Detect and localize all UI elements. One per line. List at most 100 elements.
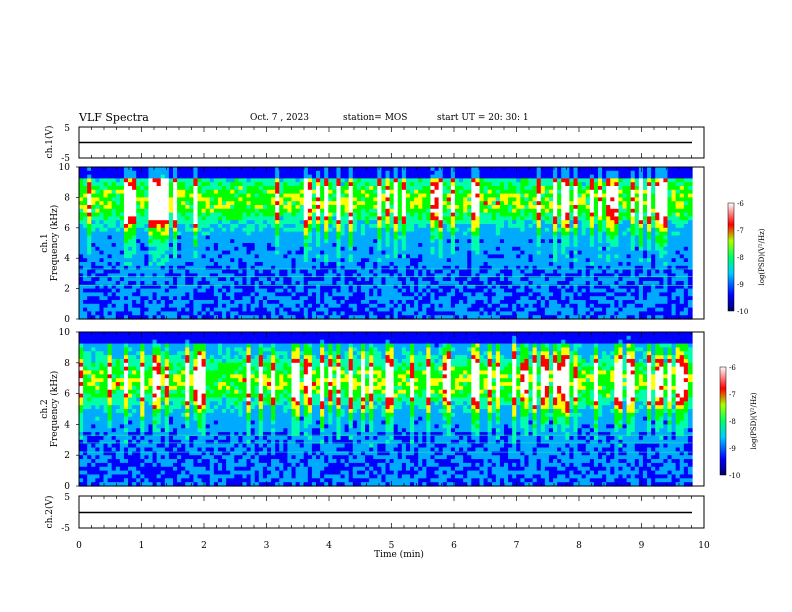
spectrogram-cell	[561, 197, 566, 202]
spectrogram-cell	[336, 303, 342, 309]
spectrogram-cell	[222, 246, 227, 252]
spectrogram-cell	[201, 254, 207, 259]
spectrogram-cell	[95, 292, 101, 297]
spectrogram-cell	[389, 197, 395, 202]
spectrogram-cell	[226, 250, 231, 255]
spectrogram-cell	[360, 246, 366, 252]
spectrogram-cell	[393, 296, 399, 301]
spectrogram-cell	[95, 197, 101, 202]
spectrogram-cell	[197, 239, 203, 244]
spectrogram-cell	[454, 208, 460, 214]
spectrogram-cell	[324, 167, 329, 172]
spectrogram-cell	[226, 239, 231, 244]
spectrogram-cell	[414, 235, 419, 240]
spectrogram-cell	[172, 178, 178, 183]
spectrogram-cell	[516, 246, 521, 252]
spectrogram-cell	[557, 239, 562, 244]
spectrogram-cell	[348, 220, 354, 225]
spectrogram-cell	[230, 182, 235, 187]
spectrogram-cell	[536, 277, 542, 282]
spectrogram-cell	[557, 277, 562, 282]
spectrogram-cell	[258, 292, 264, 297]
spectrogram-cell	[389, 277, 395, 282]
spectrogram-cell	[397, 212, 403, 217]
spectrogram-cell	[164, 189, 170, 195]
spectrogram-cell	[418, 265, 423, 271]
spectrogram-cell	[275, 239, 280, 244]
spectrogram-cell	[283, 265, 289, 271]
spectrogram-cell	[152, 303, 158, 309]
spectrogram-cell	[287, 292, 293, 297]
spectrogram-cell	[279, 212, 284, 217]
spectrogram-cell	[234, 296, 239, 301]
spectrogram-cell	[144, 201, 150, 206]
spectrogram-cell	[307, 300, 313, 305]
spectrogram-cell	[230, 189, 235, 195]
spectrogram-cell	[217, 243, 223, 248]
spectrogram-cell	[524, 311, 530, 316]
spectrogram-cell	[177, 273, 182, 278]
spectrogram-cell	[487, 167, 493, 172]
spectrogram-cell	[172, 281, 178, 286]
spectrogram-cell	[311, 284, 317, 290]
spectrogram-cell	[381, 170, 387, 176]
spectrogram-cell	[79, 262, 84, 267]
spectrogram-cell	[164, 197, 170, 202]
spectrogram-cell	[324, 243, 329, 248]
spectrogram-cell	[397, 186, 403, 191]
spectrogram-cell	[299, 182, 305, 187]
spectrogram-cell	[177, 269, 182, 274]
spectrogram-cell	[426, 186, 432, 191]
spectrogram-cell	[107, 167, 113, 172]
spectrogram-cell	[483, 193, 489, 198]
spectrogram-cell	[340, 201, 346, 206]
spectrogram-cell	[495, 254, 501, 259]
spectrogram-cell	[87, 277, 92, 282]
spectrogram-cell	[467, 186, 472, 191]
spectrogram-cell	[348, 170, 354, 176]
spectrogram-cell	[528, 170, 534, 176]
spectrogram-cell	[467, 311, 472, 316]
spectrogram-cell	[381, 224, 387, 229]
spectrogram-cell	[516, 216, 521, 221]
spectrogram-cell	[438, 170, 444, 176]
spectrogram-cell	[352, 258, 358, 263]
spectrogram-cell	[414, 281, 419, 286]
spectrogram-cell	[557, 212, 562, 217]
spectrogram-cell	[189, 216, 195, 221]
spectrogram-cell	[95, 235, 101, 240]
spectrogram-cell	[123, 250, 129, 255]
spectrogram-cell	[508, 167, 513, 172]
spectrogram-cell	[352, 201, 358, 206]
spectrogram-cell	[83, 315, 88, 320]
spectrogram-cell	[557, 178, 562, 183]
spectrogram-cell	[504, 315, 509, 320]
spectrogram-cell	[246, 170, 252, 176]
spectrogram-cell	[422, 258, 427, 263]
spectrogram-cell	[450, 300, 456, 305]
spectrogram-cell	[266, 265, 272, 271]
spectrogram-cell	[454, 167, 460, 172]
spectrogram-cell	[557, 292, 562, 297]
spectrogram-cell	[283, 246, 289, 252]
spectrogram-cell	[291, 243, 297, 248]
spectrogram-cell	[544, 243, 550, 248]
spectrogram-cell	[128, 170, 133, 176]
spectrogram-cell	[536, 182, 542, 187]
spectrogram-cell	[528, 300, 534, 305]
spectrogram-cell	[454, 193, 460, 198]
spectrogram-cell	[262, 239, 268, 244]
spectrogram-cell	[213, 269, 219, 274]
spectrogram-cell	[561, 284, 566, 290]
spectrogram-cell	[254, 170, 260, 176]
chart-title: VLF Spectra	[79, 111, 149, 124]
spectrogram-cell	[381, 212, 387, 217]
spectrogram-cell	[352, 220, 358, 225]
spectrogram-cell	[217, 227, 223, 233]
spectrogram-cell	[291, 239, 297, 244]
spectrogram-cell	[234, 284, 239, 290]
spectrogram-cell	[230, 288, 235, 293]
spectrogram-cell	[393, 288, 399, 293]
spectrogram-cell	[450, 303, 456, 309]
spectrogram-cell	[238, 170, 244, 176]
